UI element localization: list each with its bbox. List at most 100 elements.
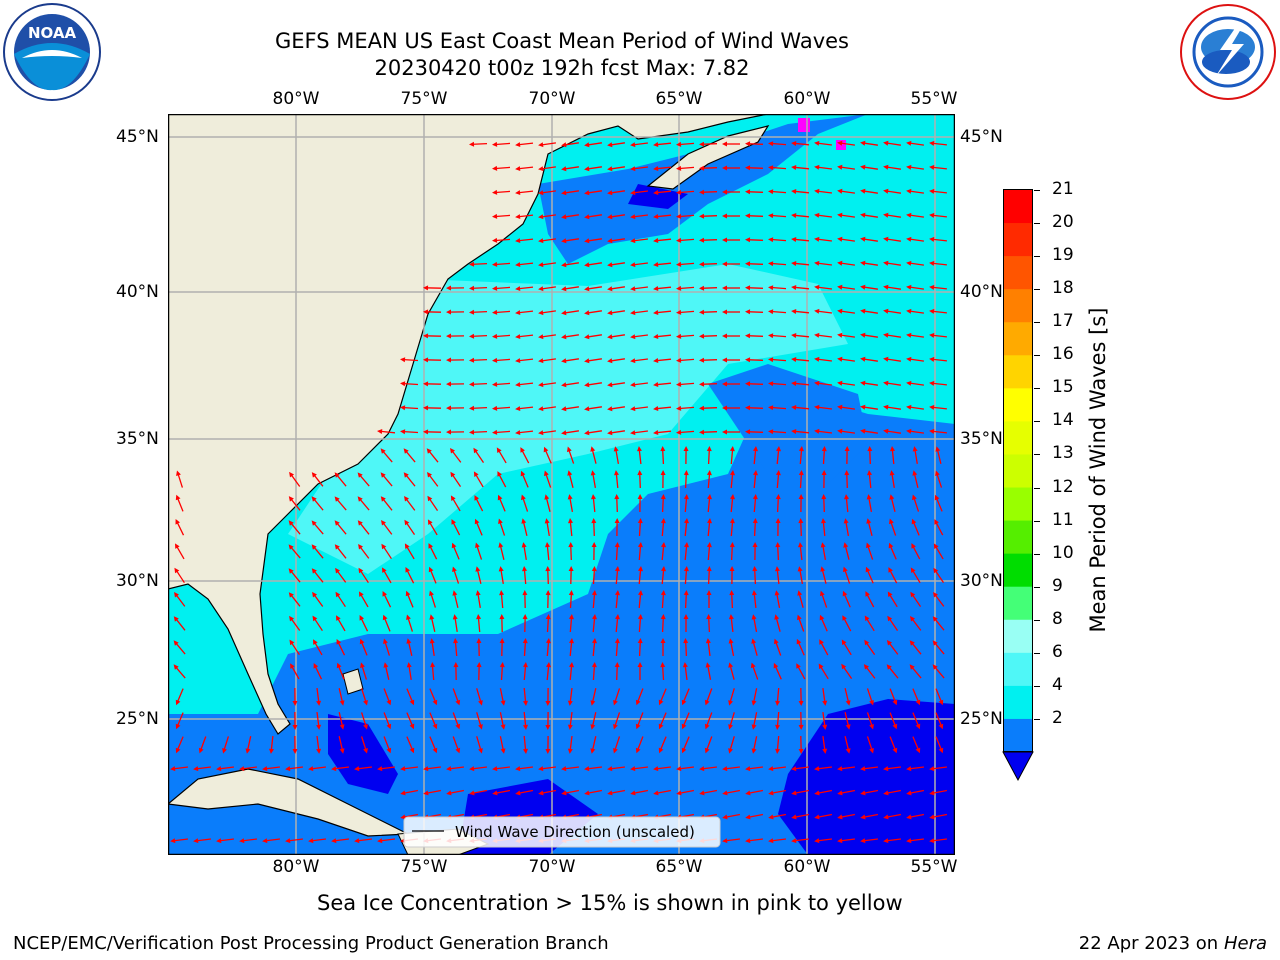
wind-wave-arrowhead [630,238,636,244]
wind-wave-arrowhead [814,140,820,146]
wind-wave-arrowhead [776,446,781,452]
wind-wave-arrowhead [768,429,774,435]
wind-wave-arrowhead [175,699,181,706]
lon-label-top: 80°W [272,89,320,109]
wind-wave-arrowhead [478,700,483,706]
wind-wave-arrowhead [339,748,345,754]
wind-wave-arrowhead [591,542,597,547]
wind-wave-arrowhead [915,699,921,706]
wind-wave-arrowhead [883,212,889,218]
wind-wave-arrowhead [775,470,781,476]
wind-wave-arrowhead [289,471,295,478]
wind-wave-arrowhead [336,639,342,645]
wind-wave-arrowhead [791,766,797,772]
wind-wave-arrowhead [607,286,613,292]
wind-wave-arrowhead [844,446,850,451]
wind-wave-arrowhead [492,405,498,411]
wind-wave-arrowhead [728,724,733,730]
wind-wave-arrowhead [567,494,573,500]
colorbar-tick-mark [1034,487,1040,489]
wind-wave-arrowhead [630,766,636,772]
wind-wave-arrowhead [382,567,387,573]
wind-wave-arrowhead [791,333,797,338]
wind-wave-arrowhead [500,748,506,754]
wind-wave-arrowhead [791,429,797,434]
wind-wave-arrowhead [630,286,636,292]
wind-wave-arrowhead [607,766,613,772]
wind-wave-arrowhead [591,518,597,524]
wind-wave-arrowhead [607,334,613,340]
wind-wave-arrowhead [653,430,659,435]
wind-wave-arrowhead [450,471,456,478]
wind-wave-arrowhead [699,381,705,387]
wind-wave-arrowhead [660,638,666,643]
wind-wave-arrowhead [676,189,682,195]
wind-wave-arrowhead [915,723,921,730]
colorbar-band [1004,487,1032,522]
wind-wave-arrowhead [285,766,291,772]
wind-wave-arrowhead [704,723,710,730]
wind-wave-arrowhead [637,494,643,499]
wind-wave-arrowhead [400,405,406,411]
wind-wave-arrowhead [453,662,459,668]
wind-wave-arrowhead [729,446,735,452]
wind-wave-arrowhead [492,766,498,772]
wind-wave-arrowhead [929,164,935,170]
wind-wave-arrowhead [637,470,643,476]
wind-wave-arrowhead [745,333,751,339]
wind-wave-arrowhead [216,766,222,772]
wind-wave-arrowhead [426,448,432,454]
wind-wave-arrowhead [193,838,199,844]
wind-wave-arrowhead [285,838,291,844]
wind-wave-arrowhead [653,382,659,387]
wind-wave-arrowhead [860,332,866,338]
wind-wave-arrowhead [543,446,549,453]
wind-wave-arrowhead [469,309,475,315]
wind-wave-arrowhead [929,212,935,218]
wind-wave-arrowhead [357,520,363,526]
wind-wave-arrowhead [469,285,475,291]
wind-wave-arrowhead [545,542,550,548]
wind-wave-arrowhead [729,518,735,524]
wind-wave-arrowhead [752,494,758,500]
wind-wave-arrowhead [865,566,871,573]
wind-wave-arrowhead [745,213,751,219]
wind-wave-arrowhead [492,357,498,363]
wind-wave-arrowhead [404,543,410,549]
wind-wave-arrowhead [837,284,843,290]
wind-wave-arrowhead [821,494,827,500]
wind-wave-arrowhead [523,748,528,754]
wind-wave-arrowhead [866,542,871,549]
wind-wave-arrowhead [614,494,620,500]
colorbar-tick-label: 17 [1052,311,1074,332]
sea-ice-patch [798,118,810,132]
colorbar-band [1004,553,1032,588]
wind-wave-arrowhead [404,496,409,502]
wind-wave-arrowhead [469,381,475,387]
wind-wave-arrowhead [423,381,429,387]
wind-wave-arrowhead [630,214,636,220]
wind-wave-arrowhead [842,615,847,621]
wind-wave-arrowhead [292,701,298,706]
wind-wave-arrowhead [311,544,317,550]
wind-wave-arrowhead [591,662,597,668]
wind-wave-arrowhead [865,591,870,597]
wind-wave-arrowhead [699,357,705,363]
wind-wave-arrowhead [334,496,340,502]
wind-wave-arrowhead [498,566,504,572]
colorbar-band [1004,718,1032,753]
wind-wave-arrowhead [446,766,452,772]
wind-wave-arrowhead [292,749,298,754]
wind-wave-arrowhead [381,543,387,550]
wind-wave-arrowhead [706,470,712,476]
wind-wave-arrowhead [478,748,483,754]
wind-wave-arrowhead [929,428,935,434]
wind-wave-arrowhead [722,237,727,243]
colorbar-tick-label: 8 [1052,608,1063,629]
wind-wave-arrowhead [883,140,889,146]
wind-wave-arrowhead [615,614,620,620]
wind-wave-arrowhead [814,404,820,410]
wind-wave-arrowhead [653,142,659,147]
colorbar-tick-mark [1034,718,1040,720]
wind-wave-arrowhead [745,261,751,267]
